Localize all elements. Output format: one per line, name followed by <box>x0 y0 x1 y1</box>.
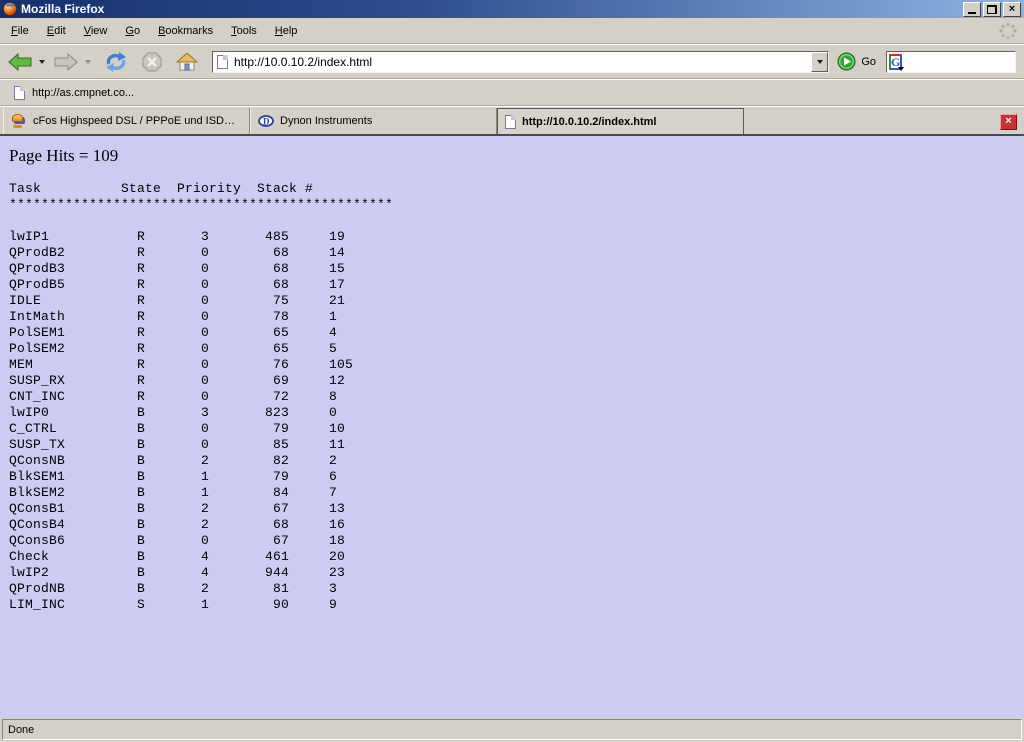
menubar: File Edit View Go Bookmarks Tools Help <box>0 18 1024 44</box>
page-hits-text: Page Hits = 109 <box>9 146 119 165</box>
go-icon <box>837 52 856 71</box>
home-button[interactable] <box>176 52 198 71</box>
back-arrow-icon <box>8 52 32 71</box>
menu-file[interactable]: File <box>11 24 29 37</box>
tab-cfos[interactable]: cFos Highspeed DSL / PPPoE und ISDN CAP.… <box>3 108 250 134</box>
dynon-favicon: D <box>258 115 274 127</box>
tab-label: Dynon Instruments <box>280 115 373 127</box>
minimize-button[interactable] <box>963 1 981 17</box>
url-input[interactable] <box>234 52 812 71</box>
restore-button[interactable] <box>983 1 1001 17</box>
menu-go[interactable]: Go <box>125 24 141 37</box>
tab-page-icon <box>505 114 516 129</box>
tab-active-index[interactable]: http://10.0.10.2/index.html <box>497 108 744 134</box>
url-bar[interactable] <box>212 50 830 73</box>
go-button[interactable]: Go <box>837 52 876 71</box>
bookmark-item[interactable]: http://as.cmpnet.co... <box>10 84 138 102</box>
forward-button[interactable] <box>54 52 78 71</box>
go-label: Go <box>861 55 876 68</box>
menu-view[interactable]: View <box>83 24 108 37</box>
close-tab-button[interactable]: × <box>1000 114 1017 130</box>
status-panel: Done <box>2 719 1022 740</box>
firefox-logo-icon <box>3 2 17 16</box>
stop-button[interactable] <box>142 52 162 72</box>
navigation-toolbar: Go G <box>0 44 1024 79</box>
bookmark-page-icon <box>14 85 25 100</box>
back-history-dropdown[interactable] <box>39 59 45 64</box>
back-button[interactable] <box>8 52 32 71</box>
tab-dynon[interactable]: D Dynon Instruments <box>250 108 497 134</box>
search-bar[interactable]: G <box>886 50 1024 73</box>
page-content: Page Hits = 109 Task State Priority Stac… <box>0 136 1024 717</box>
stop-icon <box>142 52 162 71</box>
page-icon <box>217 54 228 69</box>
minimize-icon <box>968 12 976 14</box>
bookmark-label: http://as.cmpnet.co... <box>32 86 135 99</box>
google-search-icon[interactable]: G <box>889 53 905 71</box>
menu-help[interactable]: Help <box>274 24 298 37</box>
status-text: Done <box>8 723 35 736</box>
forward-history-dropdown[interactable] <box>85 59 91 64</box>
close-button[interactable]: × <box>1003 1 1021 17</box>
restore-icon <box>987 4 997 14</box>
task-table: Task State Priority Stack # ************… <box>9 181 394 612</box>
window-controls: × <box>963 1 1021 17</box>
menu-edit[interactable]: Edit <box>46 24 66 37</box>
reload-button[interactable] <box>104 51 128 73</box>
status-bar: Done <box>0 717 1024 742</box>
home-icon <box>176 52 198 70</box>
reload-icon <box>106 51 126 72</box>
chevron-down-icon <box>816 59 823 64</box>
cfos-favicon <box>11 113 27 129</box>
menu-bookmarks[interactable]: Bookmarks <box>158 24 214 37</box>
tab-label: http://10.0.10.2/index.html <box>522 115 657 128</box>
url-dropdown-button[interactable] <box>811 51 829 72</box>
menu-tools[interactable]: Tools <box>231 24 257 37</box>
search-engine-dropdown-icon <box>898 66 905 71</box>
throbber-icon <box>998 22 1018 40</box>
svg-text:D: D <box>263 117 270 127</box>
tab-bar: cFos Highspeed DSL / PPPoE und ISDN CAP.… <box>0 106 1024 136</box>
forward-arrow-icon <box>54 52 78 71</box>
bookmarks-toolbar: http://as.cmpnet.co... <box>0 79 1024 106</box>
search-input[interactable] <box>902 52 1024 71</box>
tab-label: cFos Highspeed DSL / PPPoE und ISDN CAP.… <box>33 115 242 127</box>
window-title: Mozilla Firefox <box>21 2 105 16</box>
titlebar: Mozilla Firefox × <box>0 0 1024 18</box>
